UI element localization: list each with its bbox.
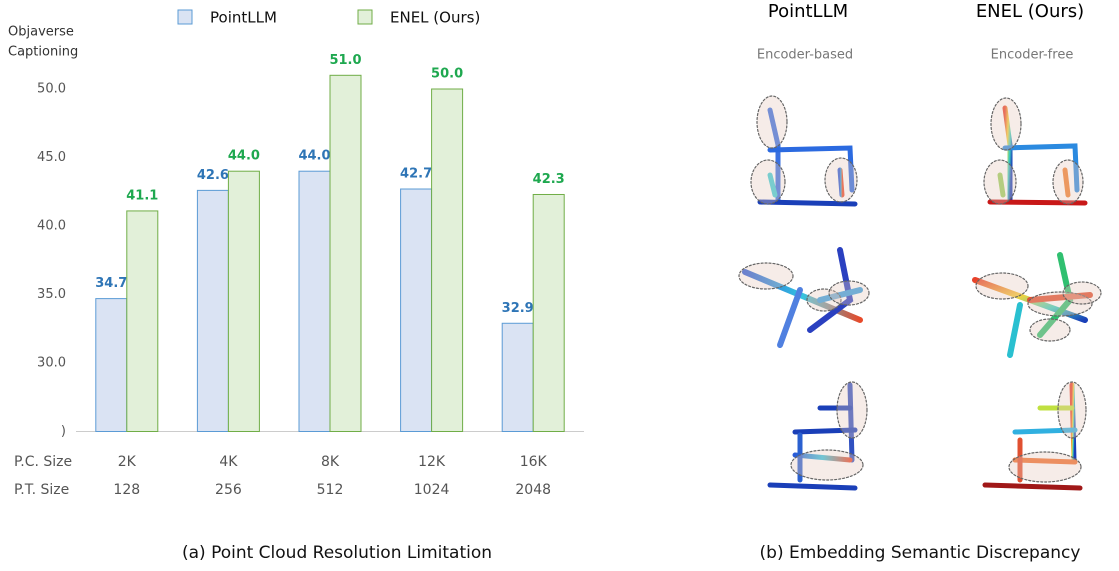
- value-label: 44.0: [228, 149, 260, 164]
- y-tick-label: ): [61, 424, 66, 439]
- x-tick-label-secondary: 256: [215, 482, 242, 498]
- bar: [431, 88, 464, 432]
- y-tick-label: 35.0: [37, 287, 66, 302]
- legend-label: ENEL (Ours): [390, 9, 480, 27]
- bar: [95, 298, 128, 432]
- column-subtitle: Encoder-based: [757, 48, 853, 63]
- column-title: PointLLM: [768, 1, 848, 22]
- caption: (b) Embedding Semantic Discrepancy: [760, 543, 1081, 563]
- row-label: P.T. Size: [14, 482, 69, 498]
- x-tick-label-secondary: 512: [317, 482, 344, 498]
- bar-chart: Objaverse Captioning) 30.0 35.0 40.0 45.0 50.0…: [8, 9, 584, 563]
- legend-label: PointLLM: [210, 9, 277, 27]
- x-tick-label: 2K: [118, 454, 137, 470]
- value-label: 32.9: [502, 301, 534, 316]
- bar: [532, 193, 565, 432]
- x-tick-label: 12K: [418, 454, 446, 470]
- value-label: 41.1: [126, 188, 158, 203]
- bar: [400, 188, 433, 432]
- value-label: 44.0: [298, 149, 330, 164]
- y-tick-label: 40.0: [37, 219, 66, 234]
- value-label: 42.7: [400, 167, 432, 182]
- caption: (a) Point Cloud Resolution Limitation: [182, 543, 492, 563]
- y-axis-label: Captioning: [8, 45, 78, 60]
- point-cloud: [738, 247, 1102, 358]
- value-label: 50.0: [431, 67, 463, 82]
- value-label: 42.3: [533, 172, 565, 187]
- bar: [196, 189, 229, 432]
- bar: [329, 74, 362, 433]
- bar: [227, 170, 260, 432]
- panel-b: PointLLM ENEL (Ours) Encoder-based Encod…: [738, 1, 1102, 563]
- value-label: 34.7: [95, 276, 127, 291]
- y-axis-label: Objaverse: [8, 25, 74, 40]
- point-cloud: [767, 381, 1087, 491]
- x-tick-label-secondary: 1024: [414, 482, 450, 498]
- y-tick-label: 45.0: [37, 150, 66, 165]
- value-label: 42.6: [197, 168, 229, 183]
- bar: [501, 322, 534, 432]
- bar: [126, 210, 159, 432]
- row-label: P.C. Size: [14, 454, 72, 470]
- x-tick-label: 4K: [219, 454, 238, 470]
- y-tick-label: 50.0: [37, 82, 66, 97]
- x-tick-label: 16K: [520, 454, 548, 470]
- y-tick-label: 30.0: [37, 356, 66, 371]
- column-title: ENEL (Ours): [976, 1, 1084, 22]
- legend-swatch: [357, 9, 373, 25]
- x-tick-label-secondary: 2048: [515, 482, 551, 498]
- bar: [298, 170, 331, 432]
- legend-swatch: [177, 9, 193, 25]
- column-subtitle: Encoder-free: [991, 48, 1074, 63]
- point-cloud: [750, 95, 1088, 207]
- value-label: 51.0: [329, 53, 361, 68]
- x-tick-label: 8K: [321, 454, 340, 470]
- x-tick-label-secondary: 128: [113, 482, 140, 498]
